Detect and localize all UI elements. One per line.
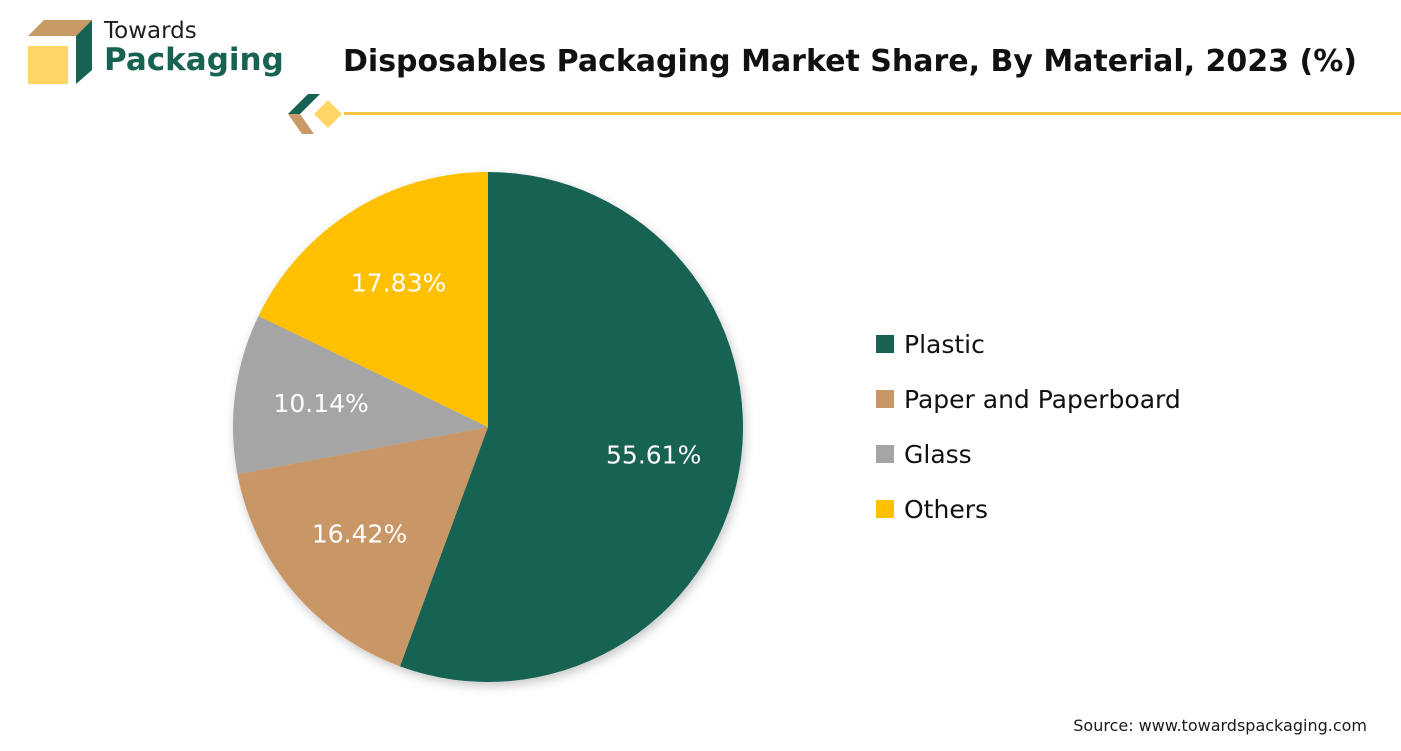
legend-label-plastic: Plastic <box>904 330 985 359</box>
legend-item-glass: Glass <box>876 436 1181 491</box>
pie-slice-others <box>258 171 488 427</box>
chart-legend: Plastic Paper and Paperboard Glass Others <box>876 326 1181 546</box>
legend-swatch-paper-and-paperboard <box>876 390 894 408</box>
legend-swatch-glass <box>876 445 894 463</box>
legend-label-glass: Glass <box>904 440 972 469</box>
title-divider-line <box>344 112 1401 115</box>
source-note: Source: www.towardspackaging.com <box>1073 716 1367 735</box>
legend-swatch-plastic <box>876 335 894 353</box>
data-label-plastic: 55.61% <box>606 441 701 470</box>
pie-slice-glass <box>232 315 488 475</box>
pie-slice-paper-and-paperboard <box>237 427 488 667</box>
data-label-paper-and-paperboard: 16.42% <box>312 520 407 549</box>
legend-item-others: Others <box>876 491 1181 546</box>
chart-title: Disposables Packaging Market Share, By M… <box>343 44 1357 79</box>
data-label-glass: 10.14% <box>273 389 368 418</box>
data-label-others: 17.83% <box>351 268 446 297</box>
brand-logo: Towards Packaging <box>22 14 292 92</box>
legend-item-paper-and-paperboard: Paper and Paperboard <box>876 381 1181 436</box>
legend-label-paper-and-paperboard: Paper and Paperboard <box>904 385 1181 414</box>
legend-item-plastic: Plastic <box>876 326 1181 381</box>
diamond-ornament-icon <box>288 94 342 134</box>
legend-label-others: Others <box>904 495 989 524</box>
brand-name-top: Towards <box>104 18 197 44</box>
box-logo-icon <box>28 20 92 84</box>
pie-slice-plastic <box>399 172 743 682</box>
legend-swatch-others <box>876 500 894 518</box>
brand-name-bottom: Packaging <box>104 42 284 78</box>
